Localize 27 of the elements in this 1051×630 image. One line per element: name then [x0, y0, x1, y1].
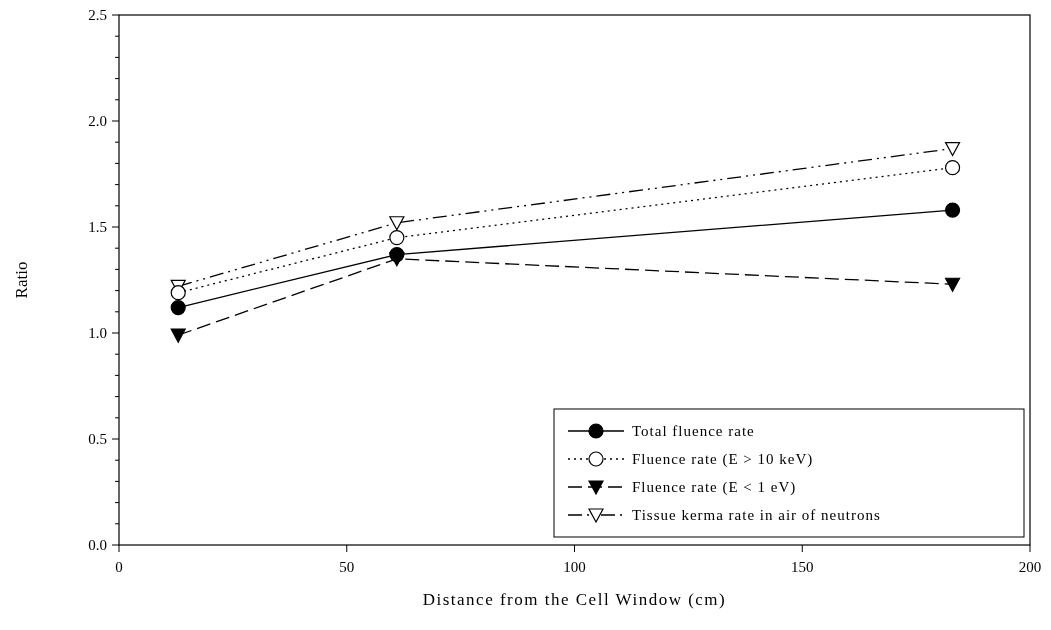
point: [389, 246, 405, 263]
y-tick-label: 2.5: [88, 7, 107, 24]
point: [389, 216, 405, 231]
point: [389, 230, 405, 246]
x-tick-label: 200: [1018, 559, 1042, 575]
point: [944, 277, 961, 292]
point: [170, 299, 186, 316]
legend-label: Fluence rate (E < 1 eV): [632, 479, 797, 497]
point: [170, 328, 186, 343]
y-tick-label: 1.0: [88, 325, 107, 342]
point: [944, 160, 961, 176]
point: [170, 285, 186, 301]
y-tick-label: 1.5: [88, 219, 107, 236]
y-tick-label: 0.0: [88, 537, 107, 554]
legend-label: Tissue kerma rate in air of neutrons: [632, 507, 881, 524]
point: [944, 202, 961, 218]
point: [944, 141, 961, 157]
legend-label: Total fluence rate: [632, 423, 755, 440]
x-axis-title: Distance from the Cell Window (cm): [422, 590, 727, 609]
y-axis-title: Ratio: [12, 261, 31, 299]
y-tick-label: 2.0: [88, 113, 107, 130]
x-tick-label: 0: [115, 559, 123, 575]
x-tick-label: 150: [791, 559, 814, 575]
y-tick-label: 0.5: [88, 431, 107, 448]
x-tick-label: 100: [563, 559, 586, 575]
legend-label: Fluence rate (E > 10 keV): [632, 451, 814, 469]
x-tick-label: 50: [339, 559, 355, 575]
